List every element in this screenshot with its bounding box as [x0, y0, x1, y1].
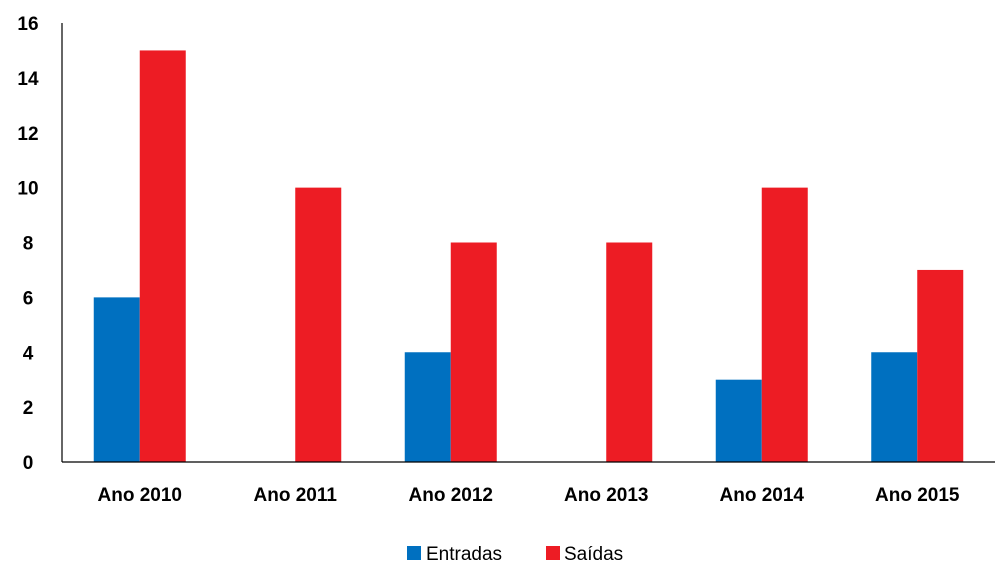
x-category-label: Ano 2010 — [98, 485, 182, 506]
bar-entradas-ano-2015 — [871, 352, 918, 462]
y-tick-label: 8 — [23, 234, 34, 255]
y-tick-label: 6 — [23, 288, 34, 309]
x-category-label: Ano 2012 — [409, 485, 493, 506]
legend-swatch-sa-das — [546, 546, 560, 560]
x-category-label: Ano 2013 — [564, 485, 648, 506]
bar-entradas-ano-2014 — [715, 379, 762, 462]
x-axis-labels: Ano 2010 Ano 2011 Ano 2012 Ano 2013 Ano 2014… — [98, 485, 960, 506]
y-tick-label: 12 — [17, 124, 38, 145]
bar-entradas-ano-2012 — [404, 352, 451, 462]
y-tick-label: 0 — [23, 453, 34, 474]
bars-group — [93, 50, 964, 462]
bar-sa-das-ano-2011 — [295, 187, 342, 462]
legend-label: Saídas — [564, 544, 623, 565]
x-category-label: Ano 2011 — [254, 485, 338, 506]
bar-sa-das-ano-2014 — [761, 187, 808, 462]
legend-label: Entradas — [426, 544, 502, 565]
x-category-label: Ano 2015 — [875, 485, 960, 506]
y-tick-label: 4 — [23, 343, 34, 364]
y-tick-label: 14 — [17, 69, 39, 90]
bar-sa-das-ano-2015 — [917, 269, 964, 462]
x-category-label: Ano 2014 — [720, 485, 805, 506]
y-tick-label: 10 — [17, 179, 38, 200]
bar-sa-das-ano-2013 — [606, 242, 653, 462]
bar-entradas-ano-2010 — [93, 297, 140, 462]
bar-sa-das-ano-2012 — [450, 242, 497, 462]
y-tick-label: 16 — [17, 14, 38, 35]
bar-sa-das-ano-2010 — [139, 50, 186, 462]
y-axis-ticks: 0 2 4 6 8 10 12 14 16 — [17, 14, 39, 474]
legend: Entradas Saídas — [407, 544, 623, 565]
y-tick-label: 2 — [23, 398, 34, 419]
legend-swatch-entradas — [407, 546, 421, 560]
